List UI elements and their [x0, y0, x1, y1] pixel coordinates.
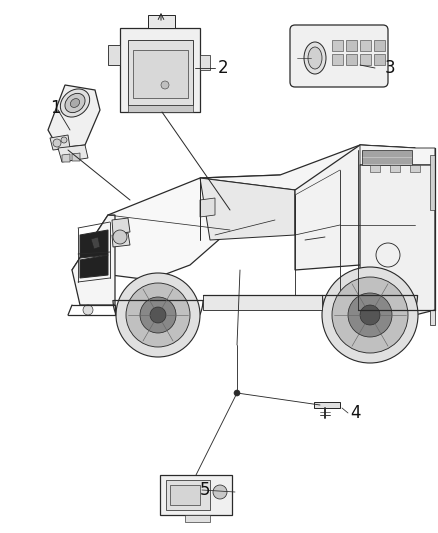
Circle shape: [83, 305, 93, 315]
Polygon shape: [148, 15, 175, 28]
Text: 5: 5: [200, 481, 211, 499]
Text: 4: 4: [350, 404, 360, 422]
Polygon shape: [200, 198, 215, 217]
Polygon shape: [430, 310, 435, 325]
Polygon shape: [72, 175, 295, 280]
Polygon shape: [314, 402, 340, 408]
Polygon shape: [80, 255, 108, 278]
Circle shape: [126, 283, 190, 347]
Circle shape: [213, 485, 227, 499]
Polygon shape: [72, 153, 80, 161]
Polygon shape: [200, 145, 415, 190]
Polygon shape: [50, 135, 70, 150]
Polygon shape: [360, 54, 371, 65]
Circle shape: [360, 305, 380, 325]
Ellipse shape: [304, 42, 326, 74]
FancyBboxPatch shape: [290, 25, 388, 87]
Ellipse shape: [308, 47, 322, 69]
Polygon shape: [200, 55, 210, 70]
Ellipse shape: [60, 89, 90, 117]
Text: 2: 2: [218, 59, 229, 77]
Text: 3: 3: [385, 59, 396, 77]
Circle shape: [53, 139, 61, 147]
Ellipse shape: [113, 230, 127, 244]
Polygon shape: [58, 145, 88, 162]
Polygon shape: [108, 45, 120, 65]
Polygon shape: [203, 295, 322, 310]
Polygon shape: [112, 218, 130, 234]
Polygon shape: [128, 40, 193, 105]
Polygon shape: [120, 28, 200, 112]
Polygon shape: [390, 165, 400, 172]
Circle shape: [332, 277, 408, 353]
Circle shape: [161, 81, 169, 89]
Polygon shape: [185, 515, 210, 522]
Polygon shape: [160, 475, 232, 515]
Polygon shape: [362, 150, 412, 165]
Ellipse shape: [65, 93, 85, 112]
Circle shape: [322, 267, 418, 363]
Polygon shape: [374, 54, 385, 65]
Polygon shape: [360, 40, 371, 51]
Ellipse shape: [71, 99, 80, 108]
Circle shape: [116, 273, 200, 357]
Polygon shape: [360, 145, 435, 165]
Polygon shape: [332, 54, 343, 65]
Polygon shape: [128, 105, 193, 112]
Polygon shape: [295, 145, 415, 270]
Circle shape: [150, 307, 166, 323]
Polygon shape: [80, 230, 108, 258]
Polygon shape: [166, 480, 210, 510]
Polygon shape: [112, 233, 130, 247]
Circle shape: [140, 297, 176, 333]
Polygon shape: [346, 40, 357, 51]
Polygon shape: [48, 85, 100, 148]
Polygon shape: [170, 485, 200, 505]
Polygon shape: [91, 237, 100, 249]
Polygon shape: [430, 155, 435, 210]
Circle shape: [234, 390, 240, 396]
Polygon shape: [62, 154, 70, 162]
Polygon shape: [360, 165, 435, 315]
Polygon shape: [370, 165, 380, 172]
Polygon shape: [72, 215, 115, 305]
Polygon shape: [200, 178, 295, 240]
Polygon shape: [374, 40, 385, 51]
Circle shape: [61, 137, 67, 143]
Text: 1: 1: [49, 99, 60, 117]
Polygon shape: [133, 50, 188, 98]
Polygon shape: [410, 165, 420, 172]
Polygon shape: [346, 54, 357, 65]
Polygon shape: [332, 40, 343, 51]
Circle shape: [348, 293, 392, 337]
